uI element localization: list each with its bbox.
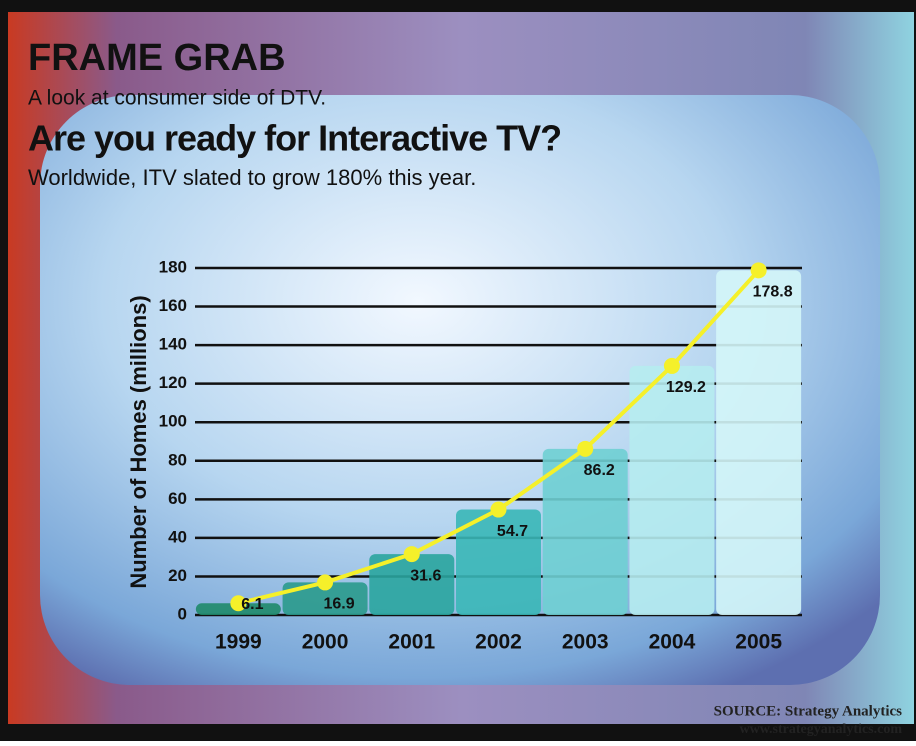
point: [577, 440, 594, 457]
x-tick-label: 2000: [302, 631, 349, 654]
value-label: 178.8: [753, 284, 793, 301]
y-tick-label: 80: [168, 450, 187, 469]
x-tick-label: 2005: [735, 631, 782, 654]
source: SOURCE: Strategy Analytics: [714, 703, 902, 719]
y-tick-label: 160: [159, 296, 187, 315]
subheader: A look at consumer side of DTV.: [28, 87, 326, 110]
value-label: 54.7: [497, 523, 528, 540]
source-url: www.strategyanalytics.com: [739, 722, 902, 737]
y-tick-label: 40: [168, 527, 187, 546]
bar: [629, 365, 715, 615]
value-label: 86.2: [584, 462, 615, 479]
subtitle: Worldwide, ITV slated to grow 180% this …: [28, 165, 476, 190]
bar: [716, 270, 802, 615]
bar: [282, 582, 368, 615]
x-tick-label: 2002: [475, 631, 522, 654]
chart-title: Are you ready for Interactive TV?: [28, 118, 561, 159]
bar: [456, 509, 541, 615]
x-tick-label: 2003: [562, 631, 609, 654]
y-axis-label: Number of Homes (millions): [126, 295, 151, 588]
bar: [542, 448, 628, 615]
point: [490, 501, 507, 518]
x-tick-label: 2001: [388, 631, 435, 654]
point: [750, 262, 767, 279]
x-tick-label: 1999: [215, 631, 262, 654]
y-tick-label: 0: [178, 604, 187, 623]
point: [663, 357, 680, 374]
y-tick-label: 60: [168, 489, 187, 508]
y-tick-label: 120: [159, 373, 187, 392]
y-tick-label: 180: [159, 257, 187, 276]
point: [317, 574, 334, 591]
value-label: 6.1: [241, 596, 263, 613]
header: FRAME GRAB: [28, 37, 286, 79]
y-tick-label: 20: [168, 566, 187, 585]
value-label: 16.9: [324, 596, 355, 613]
value-label: 31.6: [410, 567, 441, 584]
y-tick-label: 100: [159, 412, 187, 431]
point: [403, 546, 420, 563]
value-label: 129.2: [666, 379, 706, 396]
bar: [369, 554, 455, 615]
point: [230, 595, 247, 612]
x-tick-label: 2004: [649, 631, 696, 654]
y-tick-label: 140: [159, 335, 187, 354]
